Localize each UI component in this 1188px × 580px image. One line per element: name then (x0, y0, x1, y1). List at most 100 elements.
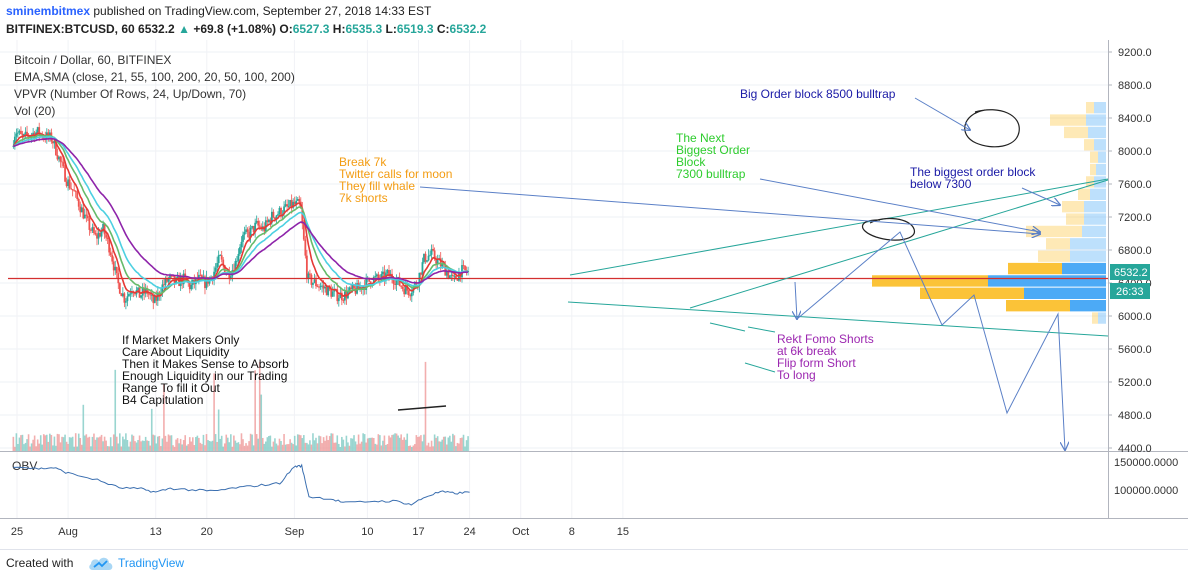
volume-bar (27, 434, 30, 451)
y-tick-label: 8400.0 (1118, 113, 1152, 125)
candle (275, 215, 278, 220)
candle (131, 291, 133, 294)
volume-bar (164, 435, 167, 451)
candle (249, 227, 252, 238)
volume-bar (424, 361, 427, 451)
candle (32, 132, 35, 135)
volume-bar (464, 446, 466, 451)
volume-bar (64, 434, 66, 451)
volume-bar (82, 404, 85, 451)
svg-text:The Next: The Next (676, 131, 725, 145)
obv-axis[interactable]: 150000.0000 100000.0000 (1114, 457, 1178, 497)
candle (436, 259, 439, 264)
candle (248, 231, 250, 238)
time-axis[interactable]: 25 Aug 13 20 Sep 10 17 24 Oct 8 15 (11, 526, 629, 538)
volume-bar (143, 440, 145, 451)
legend-vpvr[interactable]: VPVR (Number Of Rows, 24, Up/Down, 70) (14, 87, 246, 101)
candle (424, 253, 427, 262)
arrow-down-1 (795, 281, 797, 319)
legend-obv[interactable]: OBV (12, 459, 37, 473)
volume-bar (309, 440, 311, 451)
volume-bar (303, 435, 305, 451)
ema-200-line (13, 137, 469, 284)
candle (51, 141, 54, 144)
volume-bar (307, 444, 310, 451)
candle (120, 293, 123, 297)
volume-bar (39, 435, 42, 451)
legend-ema[interactable]: EMA,SMA (close, 21, 55, 100, 200, 20, 50… (14, 70, 295, 84)
vp-down-bar (920, 287, 1024, 299)
volume-bar (181, 444, 183, 451)
volume-bar (301, 438, 304, 451)
volume-bar (222, 446, 225, 451)
short-trend-line-1 (709, 322, 746, 332)
volume-bar (147, 440, 150, 451)
volume-bar (141, 440, 144, 451)
obv-series (13, 463, 470, 506)
volume-bar (271, 446, 273, 451)
candle (68, 179, 71, 189)
candle (312, 282, 314, 285)
svg-text:If Market Makers Only: If Market Makers Only (122, 333, 239, 347)
x-tick-label: 8 (569, 526, 575, 538)
candle (421, 262, 424, 275)
volume-bar (126, 440, 129, 451)
price-chart[interactable]: Big Order block 8500 bulltrap The Next B… (0, 40, 1188, 549)
candle (307, 273, 310, 279)
volume-bar (93, 433, 95, 451)
candle (305, 255, 308, 279)
volume-bar (245, 443, 247, 451)
volume-bar (211, 440, 214, 451)
volume-bar (407, 445, 410, 451)
candle (114, 266, 117, 271)
candle (161, 284, 164, 294)
candle (205, 277, 208, 289)
volume-bar (260, 394, 263, 451)
volume-bar (163, 384, 165, 451)
volume-bar (134, 441, 136, 451)
volume-bar (55, 445, 57, 451)
candle (71, 189, 74, 191)
high-value: 6535.3 (345, 22, 383, 36)
volume-bar (254, 370, 256, 451)
candle (293, 201, 296, 205)
volume-bar (435, 437, 437, 451)
volume-bar (444, 436, 447, 451)
candle (58, 156, 60, 160)
legend-vol[interactable]: Vol (20) (14, 104, 55, 118)
volume-bar (268, 436, 270, 451)
volume-bar (321, 443, 323, 451)
candle (351, 284, 354, 289)
tradingview-link[interactable]: TradingView (118, 556, 185, 570)
candle (83, 214, 86, 219)
candle (82, 207, 85, 219)
volume-bar (299, 435, 302, 451)
volume-bar (363, 434, 366, 451)
candle (105, 234, 108, 238)
volume-bar (421, 441, 424, 451)
author-link[interactable]: sminembitmex (6, 4, 91, 18)
candle (333, 289, 336, 292)
volume-bar (208, 440, 211, 451)
user-drawings[interactable] (397, 97, 1109, 450)
volume-bar (114, 369, 117, 451)
volume-bar (385, 444, 387, 451)
volume-bar (120, 446, 123, 451)
candle (93, 227, 95, 234)
volume-bar (167, 434, 170, 451)
volume-bar (169, 435, 171, 451)
price-axis[interactable]: 9200.0 8800.0 8400.0 8000.0 7600.0 7200.0 6800… (1108, 47, 1152, 455)
arrow-big-order (914, 97, 970, 130)
text-annotations: Big Order block 8500 bulltrap The Next B… (122, 87, 1036, 407)
vp-down-bar (1092, 312, 1098, 324)
vp-up-bar (1090, 188, 1106, 200)
candle (18, 130, 21, 133)
volume-bar (376, 444, 378, 451)
candle (380, 273, 383, 281)
volume-bar (87, 437, 89, 451)
candle (108, 239, 111, 253)
candle (372, 276, 375, 285)
volume-bar (202, 434, 205, 451)
volume-bar (243, 445, 246, 451)
vp-up-bar (1096, 163, 1106, 176)
